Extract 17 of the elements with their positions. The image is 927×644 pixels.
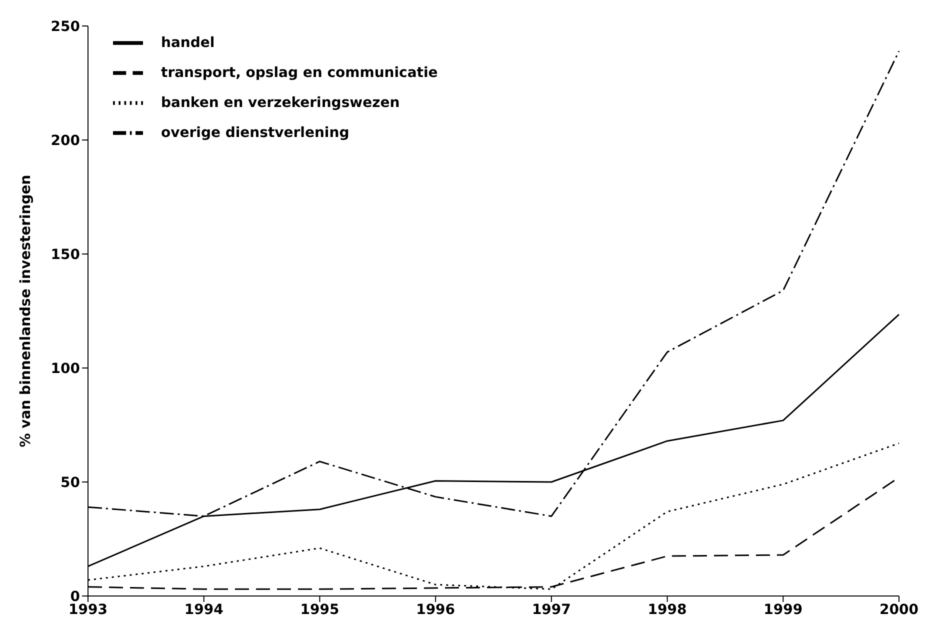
x-tick-label: 1999 xyxy=(764,602,803,618)
x-tick-label: 2000 xyxy=(880,602,919,618)
legend-label: handel xyxy=(161,34,215,51)
y-tick-label: 250 xyxy=(50,18,80,35)
x-tick-label: 1998 xyxy=(648,602,687,618)
x-tick-label: 1997 xyxy=(532,602,571,618)
y-tick-label: 100 xyxy=(50,360,80,377)
x-tick-label: 1996 xyxy=(416,602,456,618)
y-tick-label: 150 xyxy=(50,246,80,263)
y-tick-label: 50 xyxy=(60,474,80,491)
y-axis-title: % van binnenlandse investeringen xyxy=(18,174,34,448)
legend-label: transport, opslag en communicatie xyxy=(161,64,438,81)
x-tick-label: 1995 xyxy=(300,602,340,618)
legend-label: banken en verzekeringswezen xyxy=(161,94,400,111)
legend-label: overige dienstverlening xyxy=(161,124,350,141)
y-tick-label: 200 xyxy=(50,132,80,149)
x-tick-label: 1994 xyxy=(184,602,224,618)
